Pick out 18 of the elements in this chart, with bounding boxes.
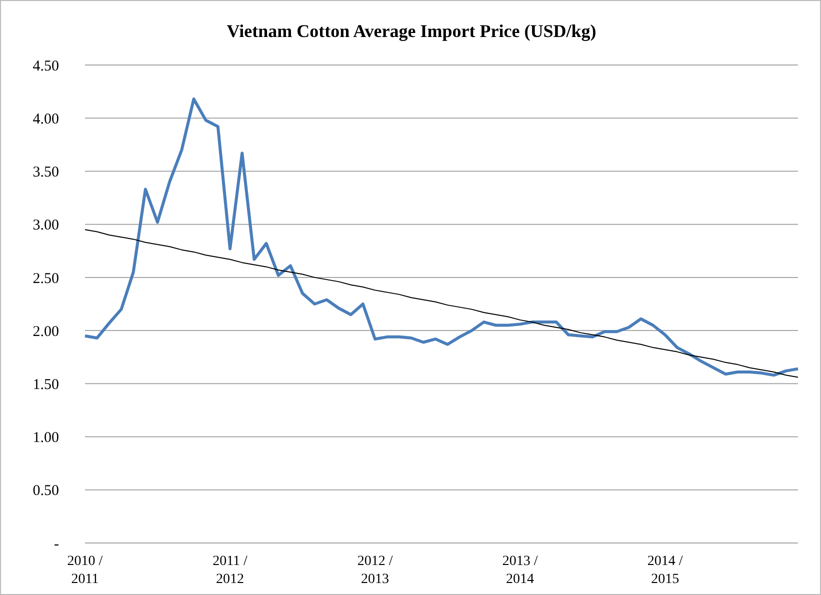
x-tick-label: 2010 / 2011 <box>67 554 103 587</box>
y-tick-label: 1.50 <box>32 376 59 393</box>
y-tick-label: 2.00 <box>32 324 59 340</box>
y-tick-label: 2.50 <box>32 270 59 287</box>
x-tick-label: 2013 / 2014 <box>502 554 538 587</box>
y-tick-label: 4.50 <box>32 58 59 74</box>
x-tick-label: 2014 / 2015 <box>647 554 683 587</box>
x-tick-label: 2011 / 2012 <box>212 554 248 587</box>
chart-title: Vietnam Cotton Average Import Price (USD/kg) <box>226 21 598 42</box>
y-tick-label: 3.00 <box>32 218 59 234</box>
y-tick-label: 3.50 <box>32 164 59 181</box>
y-tick-label: 1.00 <box>32 430 59 446</box>
x-tick-label: 2012 / 2013 <box>357 554 393 587</box>
y-tick-label: - <box>54 536 59 552</box>
y-tick-label: 0.50 <box>32 483 59 500</box>
y-tick-label: 4.00 <box>32 111 59 128</box>
line-series <box>84 97 800 377</box>
line-series <box>84 229 798 378</box>
